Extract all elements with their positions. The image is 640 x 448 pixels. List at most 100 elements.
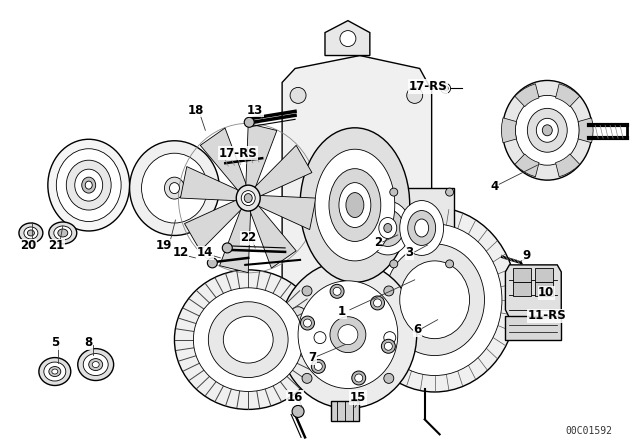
Circle shape bbox=[333, 287, 341, 295]
Circle shape bbox=[381, 339, 396, 353]
Ellipse shape bbox=[164, 177, 184, 199]
Ellipse shape bbox=[241, 190, 255, 206]
Circle shape bbox=[390, 188, 397, 196]
Ellipse shape bbox=[58, 229, 68, 237]
Ellipse shape bbox=[89, 358, 102, 370]
Ellipse shape bbox=[440, 83, 451, 93]
Ellipse shape bbox=[56, 149, 121, 221]
Circle shape bbox=[390, 260, 397, 268]
Bar bbox=[513, 268, 531, 282]
Ellipse shape bbox=[379, 218, 397, 238]
Text: 19: 19 bbox=[156, 239, 172, 252]
Text: 6: 6 bbox=[413, 323, 422, 336]
Circle shape bbox=[445, 188, 454, 196]
Text: 16: 16 bbox=[287, 391, 303, 404]
Polygon shape bbox=[180, 167, 239, 201]
Circle shape bbox=[303, 319, 312, 327]
Ellipse shape bbox=[443, 86, 448, 91]
Ellipse shape bbox=[502, 81, 592, 180]
Ellipse shape bbox=[85, 181, 92, 189]
Circle shape bbox=[352, 371, 365, 385]
Ellipse shape bbox=[83, 353, 108, 375]
Circle shape bbox=[384, 286, 394, 296]
Circle shape bbox=[407, 307, 422, 323]
Ellipse shape bbox=[408, 211, 436, 246]
Circle shape bbox=[314, 332, 326, 344]
Circle shape bbox=[301, 316, 314, 330]
Circle shape bbox=[314, 362, 323, 370]
Text: 4: 4 bbox=[490, 180, 499, 193]
Polygon shape bbox=[556, 84, 580, 107]
Ellipse shape bbox=[175, 270, 322, 409]
Circle shape bbox=[407, 87, 422, 103]
Ellipse shape bbox=[28, 230, 35, 236]
Circle shape bbox=[290, 87, 306, 103]
Ellipse shape bbox=[193, 288, 303, 392]
Polygon shape bbox=[578, 118, 593, 143]
Ellipse shape bbox=[49, 222, 77, 244]
Ellipse shape bbox=[515, 95, 579, 165]
Ellipse shape bbox=[372, 210, 404, 246]
Ellipse shape bbox=[92, 362, 99, 367]
Ellipse shape bbox=[346, 193, 364, 218]
Ellipse shape bbox=[44, 362, 66, 381]
Circle shape bbox=[340, 30, 356, 47]
Text: 7: 7 bbox=[308, 351, 316, 364]
Text: 5: 5 bbox=[51, 336, 59, 349]
Text: 15: 15 bbox=[349, 391, 366, 404]
Circle shape bbox=[292, 405, 304, 418]
Circle shape bbox=[374, 299, 381, 307]
Polygon shape bbox=[515, 154, 539, 177]
Bar bbox=[390, 188, 454, 268]
Ellipse shape bbox=[385, 244, 484, 356]
Text: 21: 21 bbox=[48, 239, 64, 252]
Circle shape bbox=[384, 332, 396, 344]
Circle shape bbox=[385, 342, 392, 350]
Ellipse shape bbox=[367, 224, 502, 375]
Ellipse shape bbox=[39, 358, 71, 385]
Bar bbox=[535, 268, 553, 282]
Circle shape bbox=[222, 243, 232, 253]
Polygon shape bbox=[200, 128, 246, 191]
Ellipse shape bbox=[400, 261, 470, 339]
Text: 2: 2 bbox=[374, 237, 382, 250]
Polygon shape bbox=[250, 205, 296, 268]
Polygon shape bbox=[506, 265, 561, 318]
Ellipse shape bbox=[49, 366, 61, 376]
Ellipse shape bbox=[244, 194, 252, 202]
Circle shape bbox=[371, 296, 385, 310]
Text: 11-RS: 11-RS bbox=[528, 309, 566, 322]
Ellipse shape bbox=[353, 207, 517, 392]
Ellipse shape bbox=[315, 149, 395, 261]
Ellipse shape bbox=[236, 185, 260, 211]
Ellipse shape bbox=[170, 183, 179, 194]
Ellipse shape bbox=[339, 183, 371, 228]
Ellipse shape bbox=[54, 226, 72, 240]
Ellipse shape bbox=[223, 316, 273, 363]
Text: 00C01592: 00C01592 bbox=[566, 426, 612, 436]
Circle shape bbox=[330, 284, 344, 298]
Text: 17-RS: 17-RS bbox=[408, 80, 447, 93]
Polygon shape bbox=[506, 316, 561, 340]
Text: 22: 22 bbox=[240, 232, 257, 245]
Text: 8: 8 bbox=[84, 336, 93, 349]
Ellipse shape bbox=[24, 227, 38, 239]
Polygon shape bbox=[501, 118, 516, 143]
Circle shape bbox=[311, 359, 325, 373]
Ellipse shape bbox=[536, 118, 558, 142]
Ellipse shape bbox=[77, 349, 114, 380]
Circle shape bbox=[330, 317, 366, 353]
Ellipse shape bbox=[542, 125, 552, 136]
Ellipse shape bbox=[358, 193, 418, 263]
Text: 1: 1 bbox=[338, 305, 346, 318]
Polygon shape bbox=[255, 145, 312, 196]
Bar bbox=[331, 401, 359, 422]
Polygon shape bbox=[556, 154, 580, 177]
Ellipse shape bbox=[298, 281, 397, 388]
Ellipse shape bbox=[415, 219, 429, 237]
Bar bbox=[513, 282, 531, 296]
Ellipse shape bbox=[129, 141, 220, 236]
Circle shape bbox=[302, 286, 312, 296]
Circle shape bbox=[302, 373, 312, 383]
Circle shape bbox=[384, 373, 394, 383]
